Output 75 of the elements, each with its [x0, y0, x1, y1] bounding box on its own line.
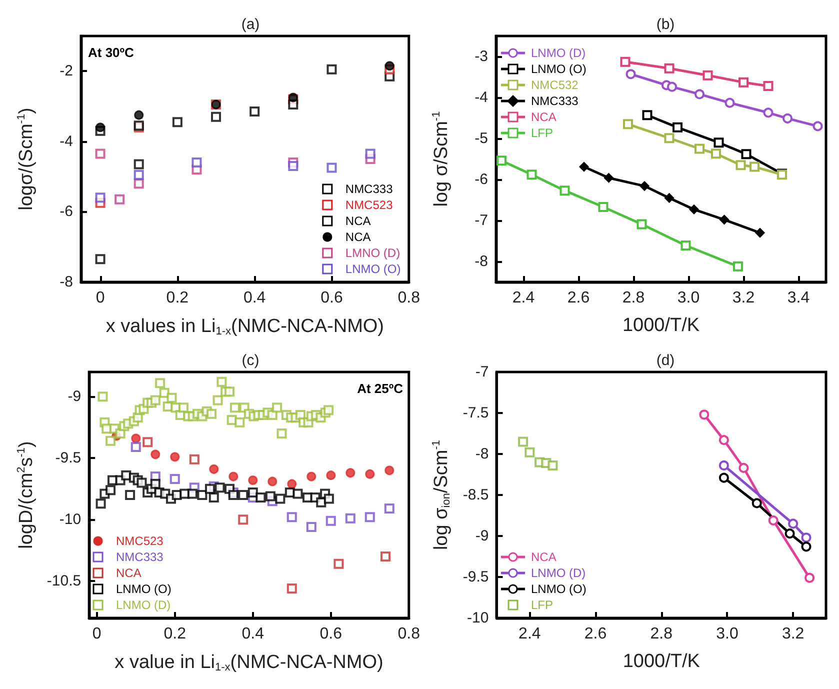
legend-label: NCA — [345, 230, 371, 244]
legend-label: LNMO (D) — [116, 598, 171, 612]
x-axis-title: 1000/T/K — [622, 651, 700, 672]
y-axis-title: log σion/Scm-1 — [430, 440, 452, 550]
x-tick-label: 3.4 — [787, 290, 810, 306]
x-tick-label: 3.0 — [716, 626, 738, 642]
x-tick-label: 2.8 — [622, 290, 645, 306]
legend-label: NCA — [116, 566, 142, 580]
legend-label: LNMO (O) — [531, 582, 586, 596]
x-tick-label: 3.2 — [782, 626, 804, 642]
x-tick-label: 0 — [92, 626, 102, 642]
legend-label: NCA — [531, 110, 556, 124]
x-tick-label: 0.8 — [398, 626, 420, 642]
annotation: At 30ºC — [88, 45, 135, 60]
legend-label: NCA — [531, 550, 556, 564]
y-tick-label: -8 — [474, 253, 488, 270]
x-tick-label: 0.2 — [164, 626, 186, 642]
y-tick-label: -7.5 — [462, 404, 489, 422]
y-tick-label: -8.5 — [462, 486, 489, 504]
annotation: At 25ºC — [357, 381, 404, 396]
legend-label: NMC523 — [345, 198, 394, 212]
y-tick-label: -3 — [474, 48, 488, 65]
x-axis-title: 1000/T/K — [622, 315, 700, 336]
y-tick-label: -8 — [60, 274, 73, 290]
legend-label: NMC523 — [116, 534, 164, 548]
y-axis-title: logσ/(Scm-1) — [16, 108, 37, 210]
chart-title: (d) — [656, 352, 675, 369]
x-tick-label: 2.6 — [567, 290, 590, 306]
y-tick-label: -6 — [474, 171, 488, 188]
x-tick-label: 2.4 — [518, 626, 541, 642]
x-tick-label: 0.6 — [320, 290, 343, 306]
legend-label: LNMO (O) — [345, 262, 401, 276]
y-tick-label: -10 — [467, 610, 489, 626]
x-tick-label: 0.4 — [242, 626, 264, 642]
y-tick-label: -7 — [475, 364, 489, 380]
y-tick-label: -9.5 — [55, 450, 82, 467]
legend-label: NMC333 — [531, 94, 579, 108]
legend-label: NMC333 — [116, 550, 164, 564]
legend-label: LFP — [531, 126, 554, 140]
legend-label: NCA — [345, 214, 371, 228]
x-tick-label: 2.6 — [584, 626, 607, 642]
legend-label: NMC532 — [531, 78, 579, 92]
y-tick-label: -6 — [60, 203, 73, 220]
y-tick-label: -2 — [60, 62, 73, 80]
legend-label: LNMO (D) — [531, 46, 586, 60]
x-tick-label: 2.4 — [512, 290, 535, 306]
y-tick-label: -4 — [60, 132, 73, 150]
x-tick-label: 0.4 — [243, 290, 266, 306]
legend-label: LNMO (D) — [531, 566, 586, 580]
chart-title: (c) — [242, 352, 260, 369]
y-axis-title: logD/(cm2s-1) — [16, 441, 37, 549]
x-tick-label: 0.2 — [166, 290, 189, 306]
x-tick-label: 0.8 — [398, 290, 420, 306]
y-tick-label: -7 — [474, 212, 488, 229]
legend-label: LNMO (O) — [531, 62, 586, 76]
y-tick-label: -10 — [59, 511, 82, 528]
y-tick-label: -4 — [474, 89, 488, 106]
x-tick-label: 3.0 — [677, 290, 700, 306]
legend-label: NMC333 — [345, 182, 394, 196]
y-tick-label: -9.5 — [462, 568, 489, 586]
x-tick-label: 0 — [96, 290, 105, 306]
y-tick-label: -10.5 — [46, 572, 82, 590]
x-tick-label: 2.8 — [650, 626, 673, 642]
y-tick-label: -9 — [68, 388, 82, 406]
x-tick-label: 0.6 — [320, 626, 342, 642]
chart-title: (b) — [656, 16, 675, 33]
x-tick-label: 3.2 — [732, 290, 755, 306]
legend-label: LFP — [531, 598, 554, 612]
y-axis-title: log σ/Scm-1 — [430, 111, 452, 207]
y-tick-label: -9 — [475, 528, 489, 544]
y-tick-label: -8 — [475, 446, 489, 462]
y-tick-label: -5 — [474, 130, 488, 147]
legend-label: LNMO (O) — [116, 582, 172, 596]
legend-label: LMNO (D) — [345, 246, 400, 260]
chart-title: (a) — [241, 16, 260, 33]
